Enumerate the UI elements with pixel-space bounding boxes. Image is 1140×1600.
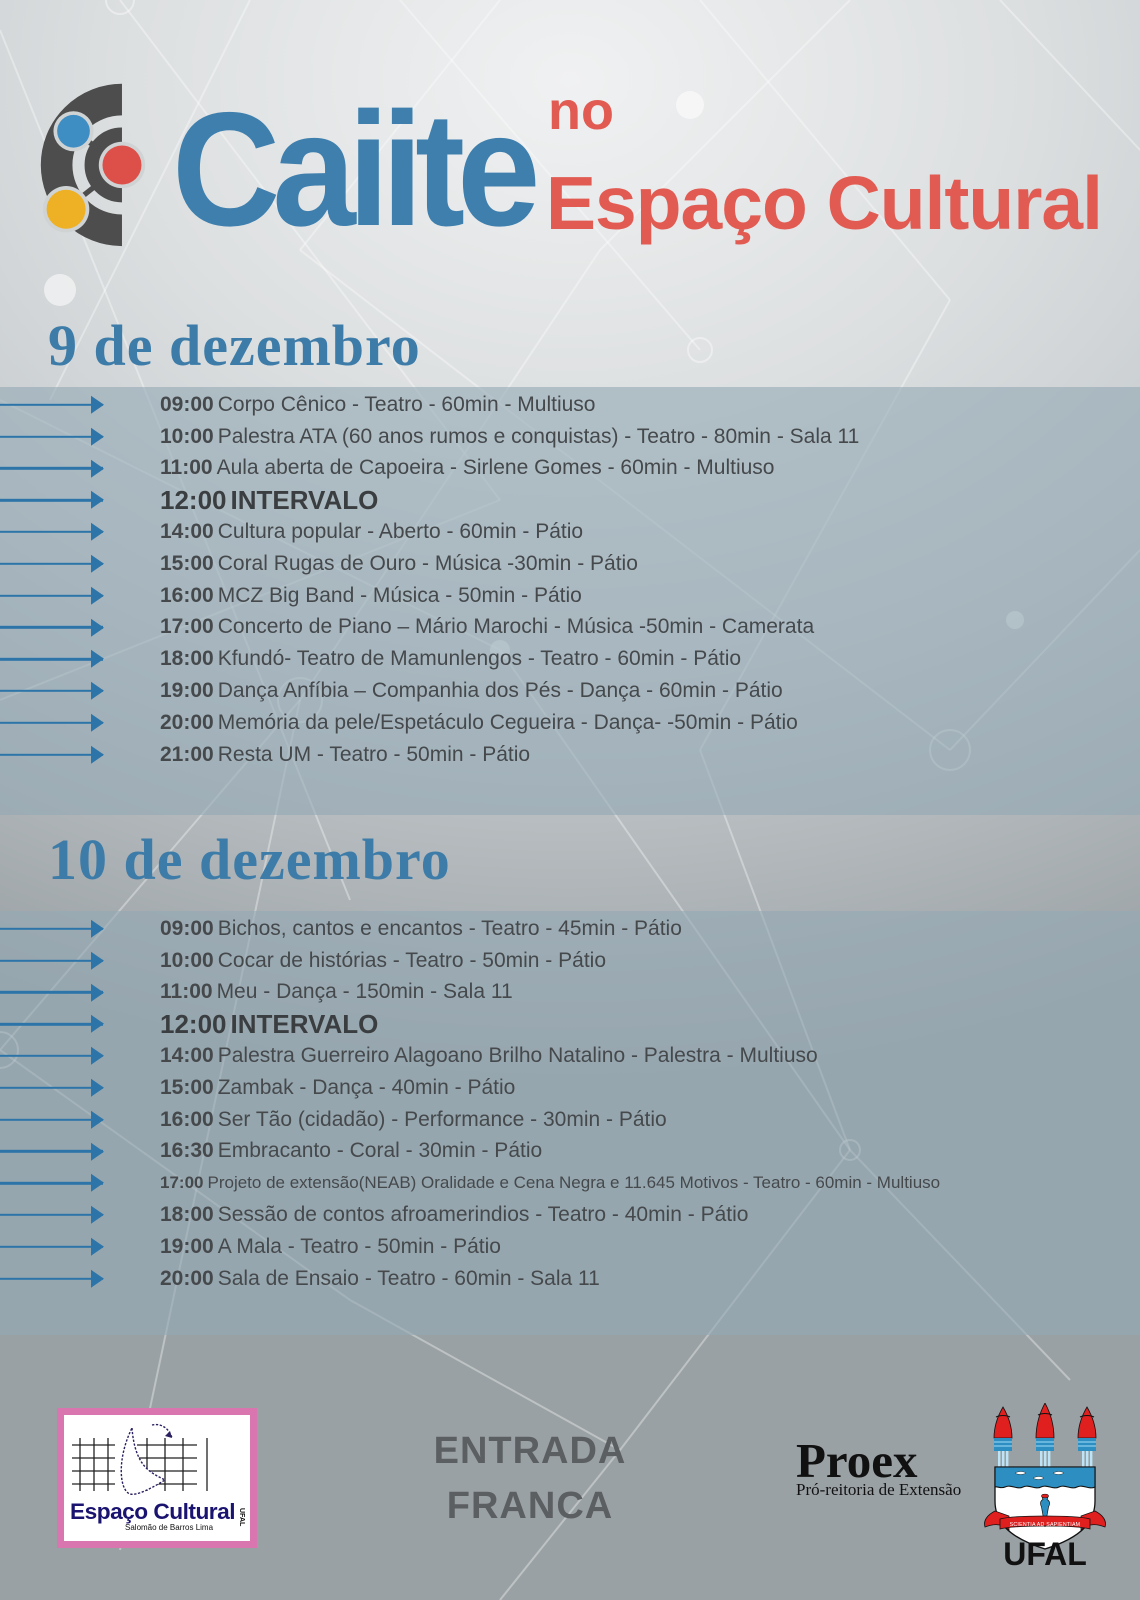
svg-text:UFAL: UFAL [1003, 1536, 1087, 1568]
svg-text:Espaço Cultural: Espaço Cultural [70, 1499, 235, 1524]
svg-text:SCIENTIA AD SAPIENTIAM: SCIENTIA AD SAPIENTIAM [1010, 1522, 1081, 1528]
svg-text:UFAL: UFAL [238, 1508, 245, 1527]
svg-text:Salomão de Barros Lima: Salomão de Barros Lima [125, 1523, 214, 1532]
